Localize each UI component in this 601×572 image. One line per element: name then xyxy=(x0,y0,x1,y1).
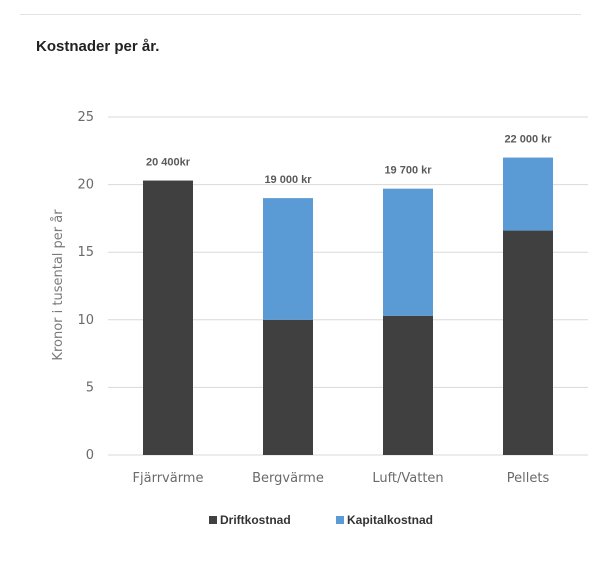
legend-label: Kapitalkostnad xyxy=(347,513,433,527)
bar-driftkostnad xyxy=(503,230,553,455)
data-label: 19 000 kr xyxy=(264,174,312,186)
y-tick-label: 25 xyxy=(77,110,94,125)
y-tick-label: 10 xyxy=(77,313,94,328)
category-label: Fjärrvärme xyxy=(133,471,204,486)
bar-driftkostnad xyxy=(383,315,433,455)
y-tick-label: 20 xyxy=(77,178,94,193)
y-axis-label: Kronor i tusental per år xyxy=(51,209,66,361)
bar-kapitalkostnad xyxy=(383,188,433,316)
category-labels: Fjärrvärme Bergvärme Luft/Vatten Pellets xyxy=(133,471,550,486)
bar-kapitalkostnad xyxy=(263,198,313,320)
category-label: Bergvärme xyxy=(252,471,324,486)
bars xyxy=(143,157,553,455)
bar-driftkostnad xyxy=(263,319,313,455)
y-tick-labels: 0 5 10 15 20 25 xyxy=(77,110,94,463)
legend-label: Driftkostnad xyxy=(220,513,291,527)
data-label: 20 400kr xyxy=(146,157,191,169)
legend-swatch xyxy=(336,516,344,524)
y-tick-label: 15 xyxy=(77,245,94,260)
y-tick-label: 0 xyxy=(86,448,94,463)
category-label: Pellets xyxy=(507,471,550,486)
category-label: Luft/Vatten xyxy=(372,471,443,486)
data-labels: 20 400kr 19 000 kr 19 700 kr 22 000 kr xyxy=(146,134,552,187)
bar-driftkostnad xyxy=(143,180,193,455)
legend: Driftkostnad Kapitalkostnad xyxy=(209,513,433,527)
data-label: 22 000 kr xyxy=(504,134,552,146)
chart-title: Kostnader per år. xyxy=(36,38,160,55)
data-label: 19 700 kr xyxy=(384,165,432,177)
top-divider xyxy=(20,14,581,15)
bar-kapitalkostnad xyxy=(503,157,553,231)
legend-swatch xyxy=(209,516,217,524)
y-tick-label: 5 xyxy=(86,380,94,395)
